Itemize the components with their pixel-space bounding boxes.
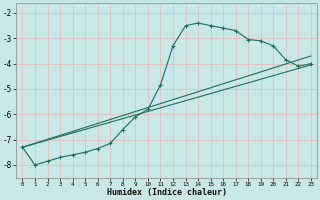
X-axis label: Humidex (Indice chaleur): Humidex (Indice chaleur) bbox=[107, 188, 227, 197]
